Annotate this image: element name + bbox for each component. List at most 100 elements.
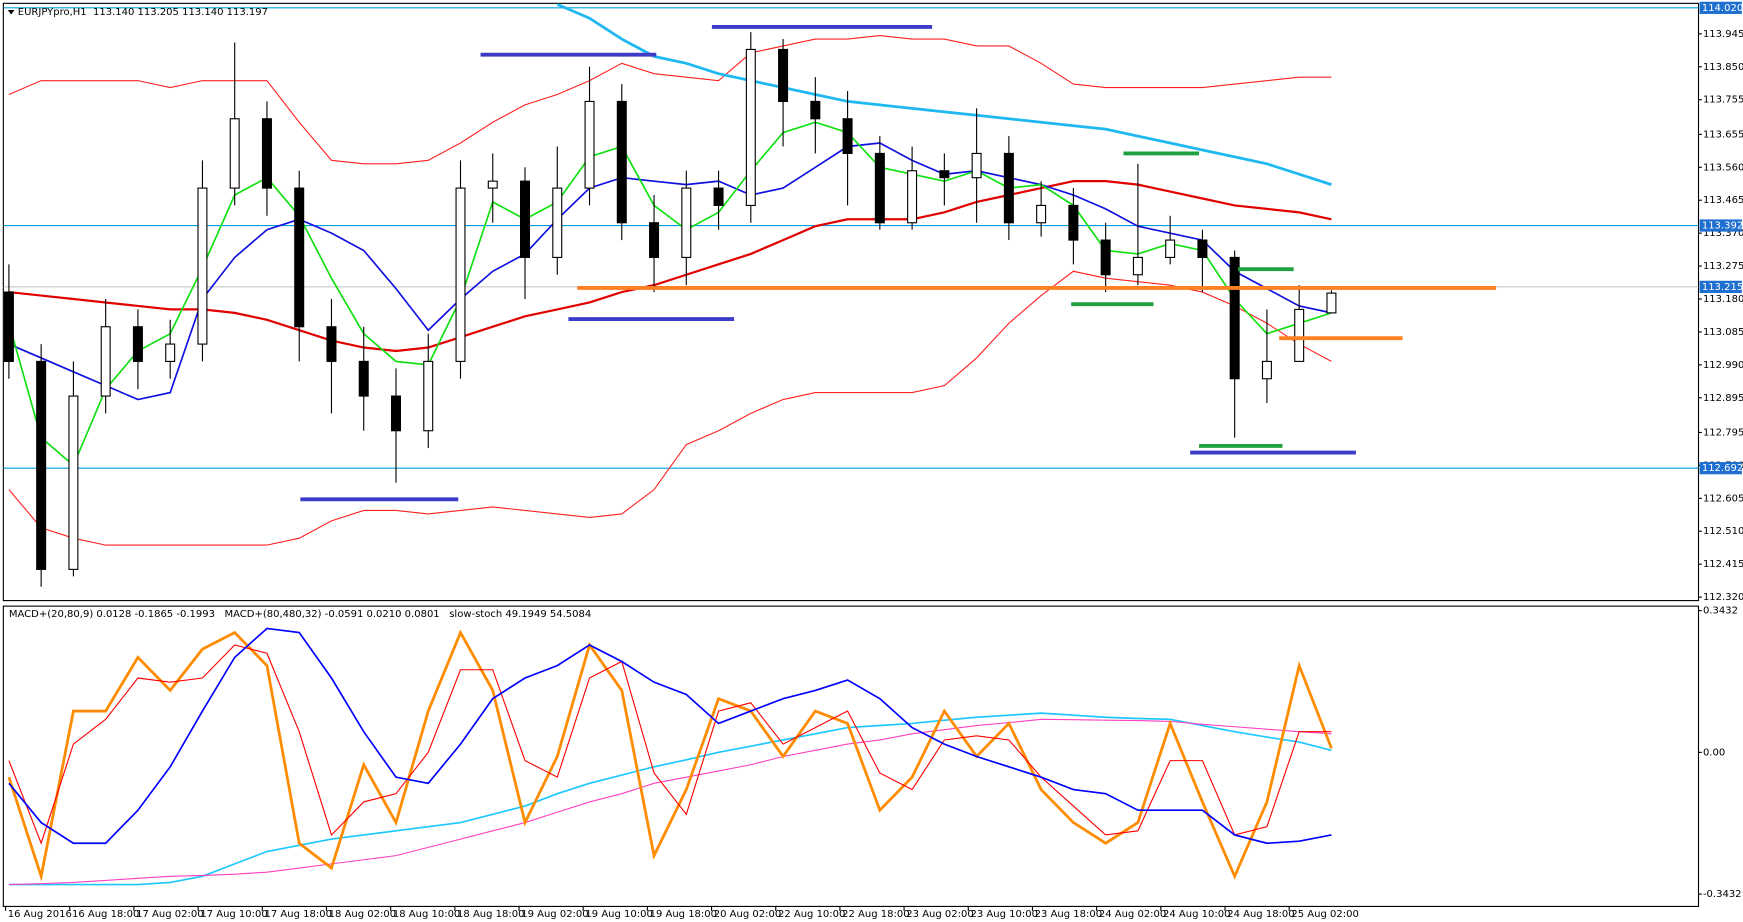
indicator-line [8,270,1332,546]
y-tick-label: 113.655 [1703,129,1743,140]
collapse-icon [7,10,15,15]
candle-body [1132,256,1143,276]
indicator-line [8,712,1332,886]
candle-body [326,326,337,362]
x-tick-label: 23 Aug 18:00 [1035,909,1102,920]
sub-title: MACD+(20,80,9) 0.0128 -0.1865 -0.1993 MA… [9,609,591,620]
candle-body [681,187,692,258]
y-tick-label: 112.415 [1703,559,1743,570]
candle-body [1326,292,1337,314]
candle-body [552,187,563,258]
candle-body [487,180,498,189]
y-tick-label: 113.180 [1703,294,1743,305]
y-tick-label: 113.370 [1703,228,1743,239]
candle-body [778,48,789,102]
y-tick-label: 113.945 [1703,29,1743,40]
x-tick-label: 18 Aug 02:00 [329,909,396,920]
candle-body [1036,204,1047,224]
x-tick-label: 18 Aug 10:00 [393,909,460,920]
candle-body [3,291,14,362]
candle-body [229,118,240,189]
level-label-box [1699,462,1742,475]
x-tick-label: 17 Aug 18:00 [265,909,332,920]
candle-body [261,118,272,189]
candle-body [874,152,885,224]
indicator-line [8,718,1332,886]
candle-body [971,152,982,179]
candle-body [520,180,531,258]
candle-body [1068,204,1079,241]
y-tick-label: 112.510 [1703,526,1743,537]
candle-body [423,360,434,432]
level-label: 112.692 [1702,463,1743,474]
candle-body [939,170,950,179]
main-plot [3,3,1699,587]
candle-body [907,170,918,224]
level-label: 114.020 [1702,3,1743,14]
y-tick-label: 112.605 [1703,493,1743,504]
y-tick-label: 0.00 [1703,747,1725,758]
level-label-box [1699,280,1742,293]
y-tick-label: 113.465 [1703,195,1743,206]
indicator-line [8,627,1332,845]
y-tick-label: 112.795 [1703,427,1743,438]
indicator-line [8,180,1332,353]
y-tick-label: 112.990 [1703,360,1743,371]
candle-body [1294,308,1305,362]
candle-body [1261,360,1272,380]
candle-body [455,187,466,362]
x-tick-label: 17 Aug 10:00 [200,909,267,920]
candle-body [713,187,724,206]
axes: 113.945 113.850 113.755 113.655 113.560 113.4… [5,1,1743,920]
level-label: 113.392 [1702,221,1743,232]
candle-body [1100,239,1111,276]
candle-body [390,395,401,432]
level-label-box [1699,219,1742,232]
indicator-line [8,142,1332,401]
candle-body [197,187,208,345]
y-tick-label: 113.275 [1703,261,1743,272]
sub-plot [7,627,1333,886]
x-tick-label: 23 Aug 02:00 [906,909,973,920]
level-label-box [1699,1,1742,14]
indicator-line [8,35,1332,165]
candle-body [358,360,369,397]
y-tick-label: 112.320 [1703,592,1743,603]
x-tick-label: 24 Aug 02:00 [1099,909,1166,920]
y-tick-label: 113.850 [1703,62,1743,73]
indicator-line [7,629,1333,882]
y-tick-label: 0.3432 [1703,606,1738,617]
x-tick-label: 19 Aug 02:00 [521,909,588,920]
main-title: EURJPYpro,H1 113.140 113.205 113.140 113… [18,7,268,18]
candle-body [1003,152,1014,224]
y-tick-label: 113.560 [1703,162,1743,173]
candle-body [810,100,821,120]
x-tick-label: 22 Aug 10:00 [778,909,845,920]
x-tick-label: 24 Aug 18:00 [1227,909,1294,920]
candle-body [294,187,305,328]
sub-panel [2,605,1700,907]
x-tick-label: 16 Aug 18:00 [72,909,139,920]
candle-body [1229,256,1240,380]
candle-body [745,48,756,206]
x-tick-label: 25 Aug 02:00 [1291,909,1358,920]
x-tick-label: 20 Aug 02:00 [714,909,781,920]
candle-body [842,118,853,154]
candle-body [584,100,595,189]
candle-body [649,222,660,258]
candle-body [616,100,627,224]
y-tick-label: 112.895 [1703,393,1743,404]
x-tick-label: 17 Aug 02:00 [136,909,203,920]
candle-body [36,360,47,570]
y-tick-label: 113.755 [1703,95,1743,106]
x-tick-label: 16 Aug 2016 [8,909,72,920]
x-tick-label: 19 Aug 10:00 [585,909,652,920]
indicator-line [8,644,1332,845]
candle-body [132,326,143,362]
indicator-line [556,3,1332,186]
y-tick-label: 113.085 [1703,327,1743,338]
candle-body [1197,239,1208,258]
x-tick-label: 18 Aug 18:00 [457,909,524,920]
candle-body [165,343,176,362]
